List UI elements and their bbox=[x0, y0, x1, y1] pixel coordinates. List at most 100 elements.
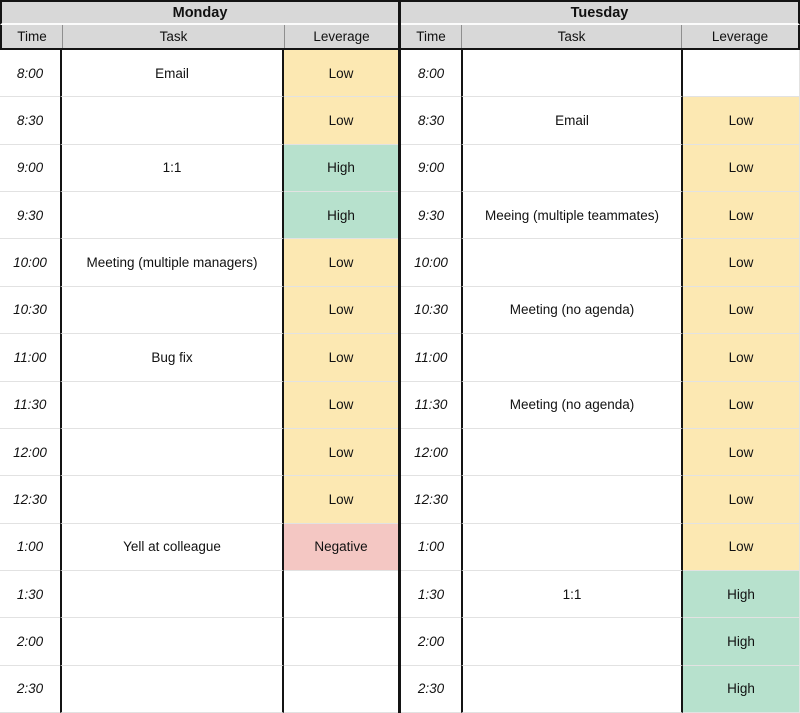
task-cell[interactable] bbox=[461, 523, 683, 571]
time-cell[interactable]: 9:00 bbox=[401, 145, 461, 193]
task-cell[interactable]: Email bbox=[60, 50, 284, 98]
leverage-cell[interactable]: Low bbox=[284, 97, 398, 145]
time-cell[interactable]: 10:00 bbox=[401, 239, 461, 287]
leverage-cell[interactable]: Low bbox=[284, 286, 398, 335]
time-cell[interactable]: 12:00 bbox=[0, 429, 60, 477]
time-cell[interactable]: 12:00 bbox=[401, 429, 461, 477]
time-cell[interactable]: 1:00 bbox=[0, 524, 60, 571]
leverage-cell[interactable]: High bbox=[683, 570, 800, 619]
task-cell[interactable] bbox=[60, 476, 284, 524]
task-cell[interactable] bbox=[60, 618, 284, 666]
time-cell[interactable]: 10:30 bbox=[0, 287, 60, 335]
leverage-cell[interactable]: Low bbox=[683, 239, 800, 287]
task-cell[interactable]: Meeting (multiple managers) bbox=[60, 239, 284, 287]
leverage-cell[interactable]: High bbox=[284, 144, 398, 193]
schedule-row: 9:00 1:1 High bbox=[0, 144, 398, 193]
leverage-cell[interactable] bbox=[683, 50, 800, 98]
time-cell[interactable]: 2:00 bbox=[401, 618, 461, 666]
time-cell[interactable]: 9:30 bbox=[401, 192, 461, 240]
task-cell[interactable] bbox=[461, 665, 683, 713]
leverage-cell[interactable]: Low bbox=[683, 144, 800, 193]
leverage-cell[interactable]: Low bbox=[284, 381, 398, 429]
column-header-task[interactable]: Task bbox=[62, 25, 284, 48]
schedule-row: 11:30 Low bbox=[0, 381, 398, 429]
time-cell[interactable]: 1:00 bbox=[401, 524, 461, 571]
leverage-cell[interactable] bbox=[284, 571, 398, 619]
time-cell[interactable]: 10:30 bbox=[401, 287, 461, 335]
time-cell[interactable]: 9:00 bbox=[0, 145, 60, 193]
task-cell[interactable] bbox=[461, 428, 683, 477]
task-cell[interactable] bbox=[60, 665, 284, 713]
time-cell[interactable]: 12:30 bbox=[0, 476, 60, 524]
task-cell[interactable]: Email bbox=[461, 97, 683, 145]
task-cell[interactable] bbox=[60, 286, 284, 335]
task-cell[interactable]: 1:1 bbox=[60, 144, 284, 193]
task-cell[interactable]: Bug fix bbox=[60, 334, 284, 382]
task-cell[interactable] bbox=[60, 428, 284, 477]
task-cell[interactable] bbox=[60, 97, 284, 145]
task-cell[interactable] bbox=[461, 476, 683, 524]
leverage-cell[interactable]: Low bbox=[683, 192, 800, 240]
leverage-cell[interactable]: Low bbox=[683, 381, 800, 429]
leverage-cell[interactable]: High bbox=[683, 665, 800, 713]
leverage-cell[interactable]: Low bbox=[683, 286, 800, 335]
time-cell[interactable]: 8:00 bbox=[0, 50, 60, 98]
task-cell[interactable] bbox=[461, 334, 683, 382]
task-cell[interactable] bbox=[60, 570, 284, 619]
time-cell[interactable]: 1:30 bbox=[0, 571, 60, 619]
leverage-cell[interactable] bbox=[284, 666, 398, 713]
task-cell[interactable]: Meeing (multiple teammates) bbox=[461, 192, 683, 240]
column-header-time[interactable]: Time bbox=[17, 29, 47, 44]
schedule-row: 11:00 Bug fix Low bbox=[0, 334, 398, 382]
task-cell[interactable]: Yell at colleague bbox=[60, 523, 284, 571]
time-cell[interactable]: 11:30 bbox=[0, 382, 60, 429]
column-header-leverage[interactable]: Leverage bbox=[284, 25, 398, 48]
leverage-cell[interactable]: High bbox=[683, 618, 800, 666]
task-cell[interactable] bbox=[60, 192, 284, 240]
leverage-cell[interactable]: Low bbox=[284, 50, 398, 98]
time-cell[interactable]: 2:30 bbox=[0, 666, 60, 713]
time-cell[interactable]: 12:30 bbox=[401, 476, 461, 524]
time-cell[interactable]: 8:30 bbox=[0, 97, 60, 145]
leverage-cell[interactable]: Low bbox=[284, 428, 398, 477]
column-header-time[interactable]: Time bbox=[416, 29, 446, 44]
task-cell[interactable]: Meeting (no agenda) bbox=[461, 381, 683, 429]
column-header-task[interactable]: Task bbox=[461, 25, 681, 48]
day-header-cell-tuesday[interactable]: Tuesday bbox=[401, 0, 800, 25]
task-cell[interactable] bbox=[461, 618, 683, 666]
task-cell[interactable]: Meeting (no agenda) bbox=[461, 286, 683, 335]
task-cell[interactable]: 1:1 bbox=[461, 570, 683, 619]
schedule-row: 10:30 Low bbox=[0, 286, 398, 335]
task-cell[interactable] bbox=[461, 144, 683, 193]
time-cell[interactable]: 11:00 bbox=[401, 334, 461, 382]
schedule-row: 1:00 Low bbox=[401, 523, 800, 571]
time-cell[interactable]: 9:30 bbox=[0, 192, 60, 240]
task-cell[interactable] bbox=[60, 381, 284, 429]
leverage-cell[interactable]: Low bbox=[683, 523, 800, 571]
time-cell[interactable]: 11:00 bbox=[0, 334, 60, 382]
time-cell[interactable]: 8:30 bbox=[401, 97, 461, 145]
leverage-cell[interactable]: Low bbox=[683, 476, 800, 524]
column-header-leverage[interactable]: Leverage bbox=[681, 25, 798, 48]
task-cell[interactable] bbox=[461, 239, 683, 287]
time-cell[interactable]: 11:30 bbox=[401, 382, 461, 429]
leverage-cell[interactable]: High bbox=[284, 192, 398, 240]
task-cell[interactable] bbox=[461, 50, 683, 98]
schedule-row: 8:00 Email Low bbox=[0, 50, 398, 98]
leverage-cell[interactable]: Low bbox=[284, 239, 398, 287]
time-cell[interactable]: 2:00 bbox=[0, 618, 60, 666]
leverage-cell[interactable]: Low bbox=[683, 334, 800, 382]
day-header-cell-monday[interactable]: Monday bbox=[0, 0, 398, 25]
time-cell[interactable]: 10:00 bbox=[0, 239, 60, 287]
leverage-cell[interactable]: Negative bbox=[284, 523, 398, 571]
leverage-cell[interactable]: Low bbox=[683, 428, 800, 477]
leverage-cell[interactable]: Low bbox=[683, 97, 800, 145]
schedule-row: 11:30 Meeting (no agenda) Low bbox=[401, 381, 800, 429]
leverage-cell[interactable]: Low bbox=[284, 476, 398, 524]
time-cell[interactable]: 8:00 bbox=[401, 50, 461, 98]
time-cell[interactable]: 1:30 bbox=[401, 571, 461, 619]
leverage-cell[interactable] bbox=[284, 618, 398, 666]
leverage-cell[interactable]: Low bbox=[284, 334, 398, 382]
time-cell[interactable]: 2:30 bbox=[401, 666, 461, 713]
